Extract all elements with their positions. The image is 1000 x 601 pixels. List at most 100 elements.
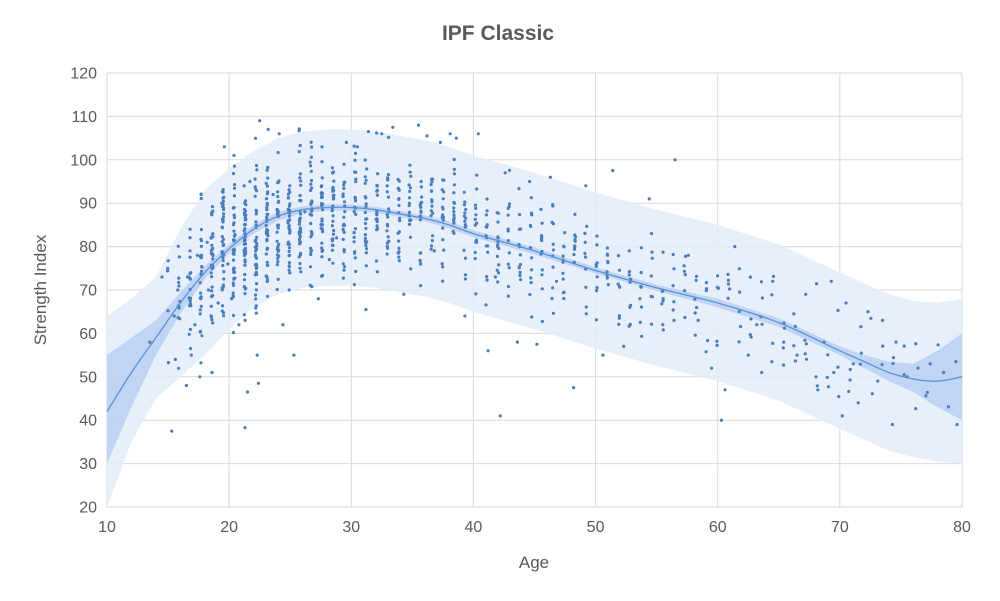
data-point	[429, 247, 433, 251]
data-point	[221, 255, 225, 260]
data-point	[781, 346, 786, 350]
data-point	[782, 340, 786, 344]
data-point	[671, 308, 675, 312]
data-point	[925, 390, 929, 395]
data-point	[503, 171, 507, 175]
data-point	[265, 260, 269, 264]
data-point	[254, 263, 258, 267]
y-tick-label: 30	[79, 456, 97, 473]
data-point	[548, 175, 553, 179]
data-point	[431, 211, 435, 215]
data-point	[221, 237, 226, 241]
data-point	[193, 323, 197, 327]
data-point	[253, 194, 257, 198]
data-point	[297, 237, 302, 241]
data-point	[573, 212, 577, 216]
data-point	[265, 184, 269, 188]
data-point	[177, 284, 181, 288]
data-point	[331, 232, 336, 236]
data-point	[551, 248, 556, 252]
data-point	[265, 201, 269, 206]
data-point	[309, 246, 313, 250]
data-point	[309, 250, 313, 254]
data-point	[221, 196, 225, 200]
data-point	[375, 193, 379, 197]
data-point	[584, 184, 588, 188]
data-point	[497, 263, 501, 267]
data-point	[210, 211, 214, 216]
data-point	[628, 280, 632, 284]
data-point	[375, 218, 379, 222]
data-point	[364, 178, 368, 182]
data-point	[539, 207, 543, 211]
data-point	[622, 344, 626, 348]
x-tick-label: 40	[465, 519, 483, 536]
data-point	[463, 277, 467, 281]
data-point	[561, 277, 565, 281]
data-point	[286, 196, 291, 200]
data-point	[353, 227, 358, 231]
data-point	[572, 386, 576, 390]
data-point	[760, 322, 764, 326]
data-point	[297, 232, 302, 237]
data-point	[386, 224, 390, 228]
data-point	[396, 231, 400, 235]
data-point	[343, 265, 347, 269]
data-point	[276, 150, 280, 155]
data-point	[441, 238, 445, 242]
data-point	[242, 237, 247, 241]
data-point	[826, 385, 831, 389]
data-point	[486, 244, 490, 248]
data-point	[627, 273, 631, 277]
data-point	[473, 223, 477, 227]
data-point	[232, 164, 237, 168]
data-point	[890, 422, 895, 427]
y-tick-label: 90	[79, 196, 97, 213]
data-point	[255, 168, 259, 172]
data-point	[611, 169, 615, 173]
data-point	[309, 178, 314, 183]
data-point	[924, 394, 928, 398]
data-point	[276, 190, 280, 194]
data-point	[320, 255, 324, 259]
data-point	[517, 187, 521, 191]
data-point	[876, 379, 880, 383]
data-point	[561, 271, 565, 275]
data-point	[506, 239, 510, 243]
data-point	[211, 257, 215, 261]
data-point	[363, 175, 367, 179]
data-point	[495, 254, 499, 258]
data-point	[211, 235, 215, 239]
data-point	[408, 235, 413, 239]
data-point	[319, 226, 323, 230]
data-point	[221, 259, 225, 263]
data-point	[825, 375, 829, 380]
data-point	[496, 236, 500, 240]
data-point	[782, 363, 786, 367]
data-point	[254, 282, 259, 286]
data-point	[189, 353, 193, 357]
data-point	[441, 265, 445, 269]
data-point	[299, 251, 303, 255]
data-point	[448, 132, 452, 136]
data-point	[254, 270, 258, 274]
data-point	[199, 239, 204, 243]
data-point	[748, 333, 752, 337]
data-point	[832, 370, 836, 375]
data-point	[309, 182, 313, 186]
data-point	[493, 275, 497, 279]
data-point	[237, 323, 241, 327]
data-point	[386, 246, 390, 250]
data-point	[595, 243, 599, 247]
data-point	[342, 215, 346, 219]
data-point	[232, 194, 236, 198]
data-point	[253, 136, 258, 140]
data-point	[398, 216, 402, 220]
data-point	[221, 263, 225, 268]
data-point	[198, 308, 202, 312]
data-point	[253, 249, 258, 253]
data-point	[335, 236, 339, 240]
data-point	[540, 235, 544, 239]
data-point	[342, 200, 347, 204]
data-point	[386, 215, 390, 219]
